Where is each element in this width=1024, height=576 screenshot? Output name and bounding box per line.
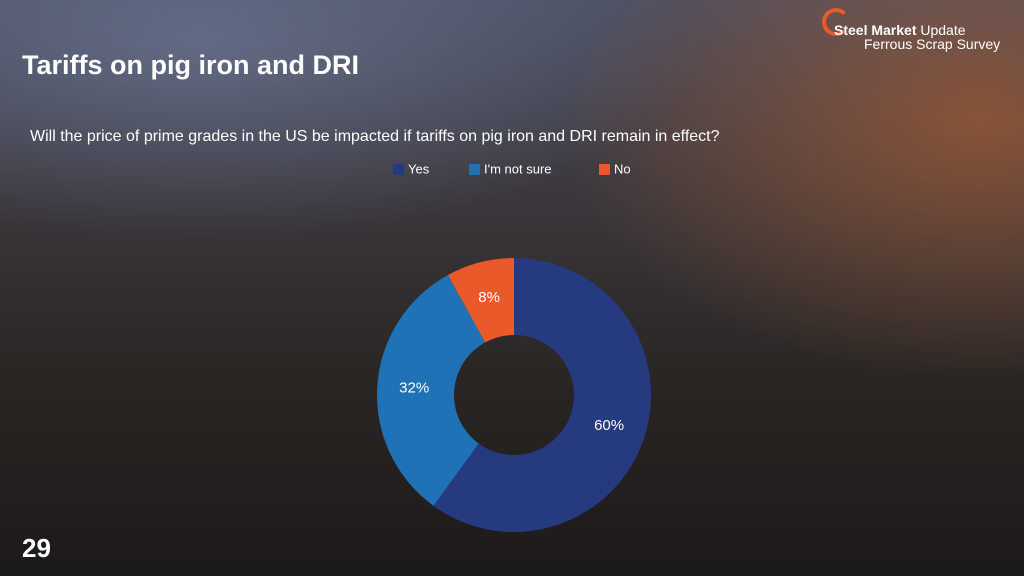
brand-light: Update [920,22,966,38]
donut-segment [377,274,486,506]
slide-title: Tariffs on pig iron and DRI [22,50,359,80]
legend-label: No [614,161,631,176]
brand: Steel Market Update [834,22,966,38]
legend-swatch [393,164,404,175]
data-label: 32% [399,380,429,397]
data-label: 60% [594,417,624,434]
donut-segment [447,258,514,343]
question: Will the price of prime grades in the US… [30,128,720,145]
data-label: 8% [478,289,500,306]
donut-segment [433,258,652,533]
brand-sub: Ferrous Scrap Survey [864,36,1001,52]
page-number: 29 [22,533,51,563]
legend-swatch [469,164,480,175]
legend-label: I'm not sure [484,161,552,176]
brand-bold: Steel Market [834,22,917,38]
legend-label: Yes [408,161,430,176]
logo-icon [822,8,850,36]
legend-swatch [599,164,610,175]
